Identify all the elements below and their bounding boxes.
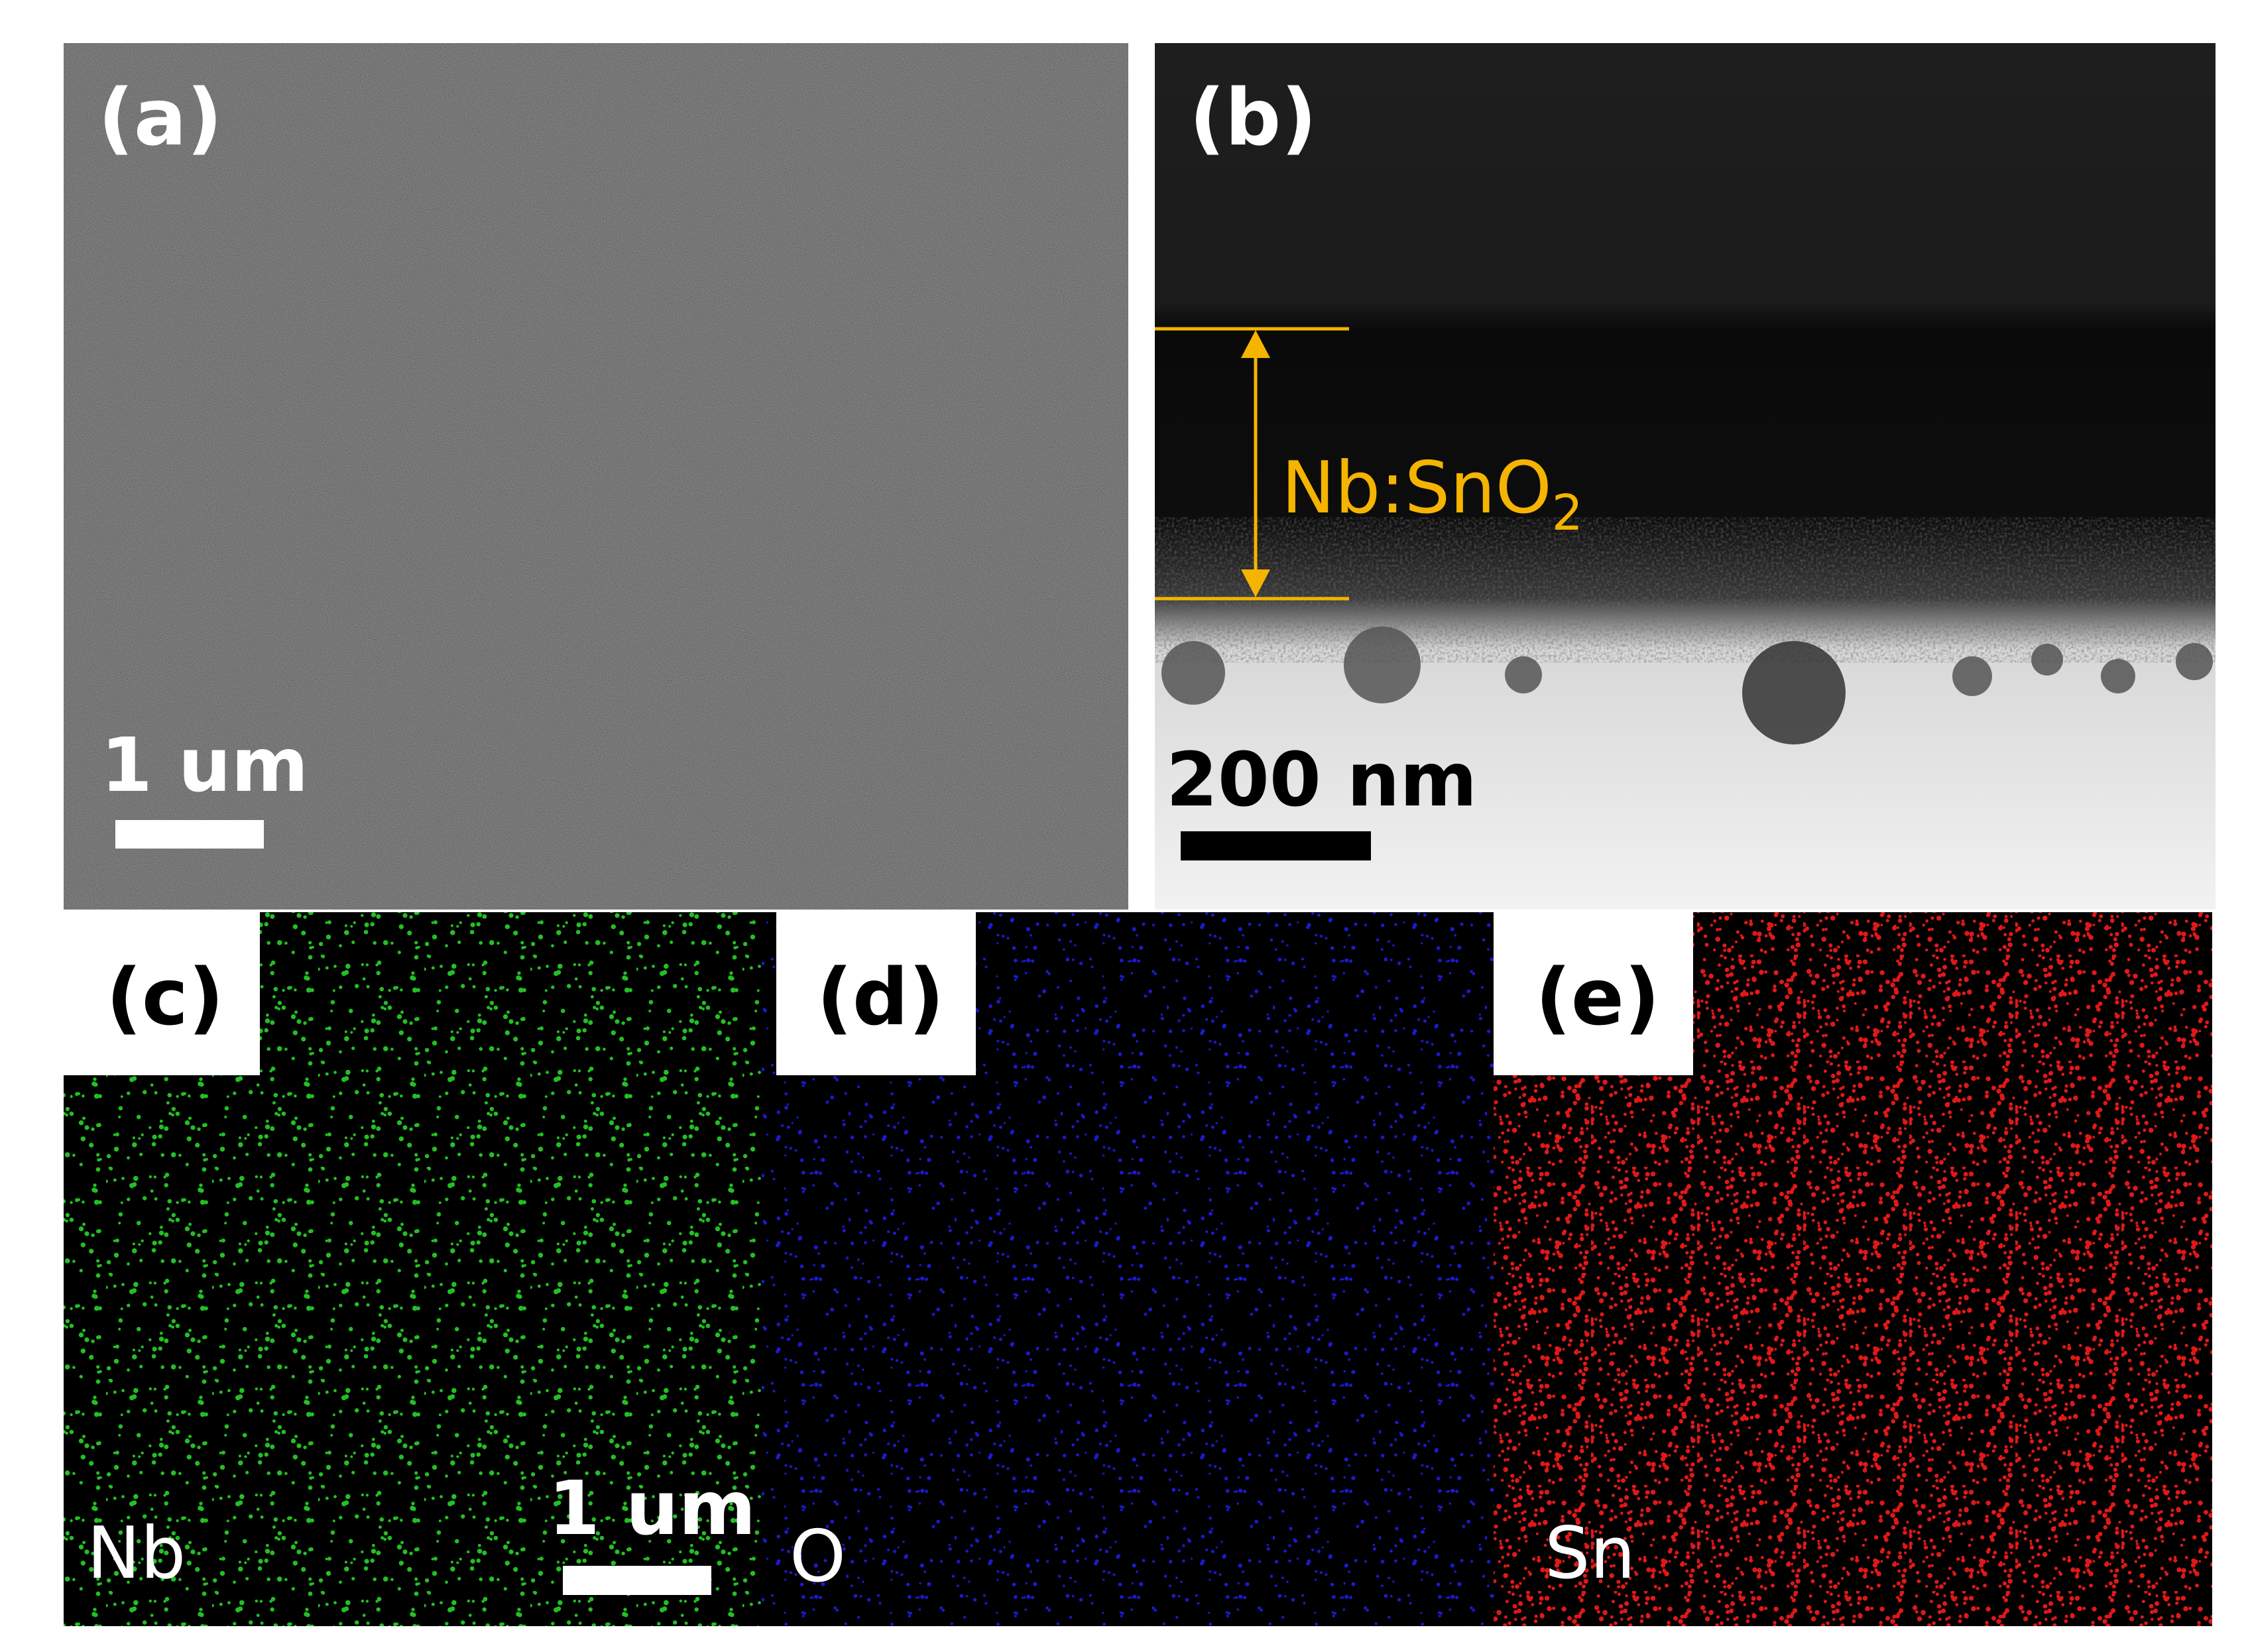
label-box	[1494, 912, 1693, 1075]
panel-label: (c)	[106, 951, 224, 1043]
annotation: Nb:SnO2	[1281, 447, 1583, 542]
particle	[1952, 656, 1992, 696]
particle	[2176, 643, 2213, 680]
annotation-subscript: 2	[1552, 485, 1583, 542]
tem-image	[1155, 43, 2216, 910]
particle	[1505, 656, 1542, 693]
label-box	[64, 912, 260, 1075]
sem-image	[64, 43, 1128, 910]
element-label: O	[790, 1515, 846, 1598]
scale-bar-label: 200 nm	[1166, 737, 1477, 823]
panel-label: (d)	[817, 951, 944, 1043]
scale-bar	[563, 1566, 711, 1595]
particles	[1161, 626, 2213, 744]
element-label: Nb	[87, 1512, 186, 1595]
scale-bar	[1181, 831, 1371, 860]
panel-label: (b)	[1189, 72, 1317, 163]
scale-bar-label: 1 um	[101, 723, 308, 809]
scale-bar-label: 1 um	[548, 1466, 756, 1552]
eds-dots	[64, 912, 2212, 1626]
element-label: Sn	[1545, 1512, 1635, 1595]
particle	[1344, 626, 1421, 703]
particle	[1161, 641, 1225, 705]
label-box	[776, 912, 976, 1075]
scale-bar	[115, 820, 264, 849]
annotation-text: Nb:SnO	[1281, 447, 1552, 530]
tem-background	[1155, 43, 2216, 910]
particle	[2031, 644, 2063, 676]
panel-label: (e)	[1535, 951, 1660, 1043]
particle	[2101, 659, 2135, 693]
particle	[1742, 641, 1846, 744]
thickness-arrow	[1155, 327, 1349, 601]
panel-label: (a)	[98, 72, 223, 163]
tem-grain	[1155, 517, 2216, 663]
arrow-head	[1241, 330, 1270, 358]
arrow-head	[1241, 569, 1270, 597]
